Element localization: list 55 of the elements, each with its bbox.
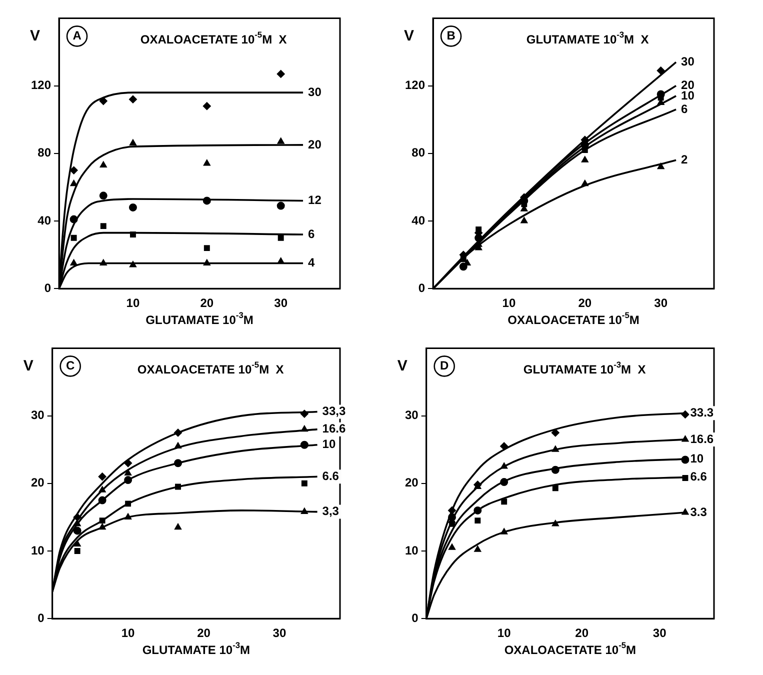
- y-tick-label: 80: [38, 146, 52, 160]
- series-label: 6.6: [322, 468, 340, 483]
- series-label: 2: [681, 152, 688, 166]
- annotation: D: [440, 358, 450, 373]
- series-label: 10: [681, 88, 695, 102]
- series-label: 12: [308, 193, 322, 208]
- series-label: 10: [690, 451, 704, 466]
- annotation: A: [72, 28, 82, 43]
- annotation: B: [446, 28, 456, 43]
- series-label: 33,3: [322, 404, 346, 418]
- y-tick-label: 0: [44, 280, 52, 295]
- x-tick-label: 10: [121, 626, 136, 640]
- y-tick-label: 10: [30, 543, 45, 558]
- x-tick-label: 30: [274, 296, 288, 310]
- y-tick-label: 30: [30, 408, 45, 422]
- series-label: 30: [308, 84, 322, 99]
- series-label: 6.6: [690, 470, 708, 484]
- y-tick-label: 20: [404, 476, 419, 490]
- series-label: 33.3: [690, 405, 714, 420]
- annotation: C: [66, 358, 76, 373]
- x-tick-label: 30: [272, 626, 286, 640]
- y-tick-label: 40: [412, 213, 426, 228]
- series-label: 3,3: [322, 504, 340, 518]
- series-label: 3.3: [690, 504, 708, 519]
- y-axis-title: V: [23, 357, 34, 374]
- y-tick-label: 0: [38, 610, 45, 625]
- series-label: 10: [322, 437, 336, 452]
- x-tick-label: 20: [200, 296, 214, 310]
- y-tick-label: 80: [412, 146, 426, 160]
- y-axis-title: V: [404, 27, 414, 44]
- series-label: 6: [681, 102, 688, 116]
- x-tick-label: 20: [578, 296, 592, 310]
- x-tick-label: 30: [652, 626, 667, 640]
- y-tick-label: 30: [404, 408, 419, 422]
- x-tick-label: 10: [497, 626, 512, 640]
- series-label: 4: [308, 256, 316, 270]
- y-tick-label: 120: [404, 78, 426, 92]
- series-label: 6: [308, 226, 316, 241]
- series-label: 20: [308, 137, 322, 152]
- x-tick-label: 10: [502, 296, 516, 310]
- y-tick-label: 40: [38, 213, 52, 228]
- y-tick-label: 20: [30, 476, 45, 490]
- y-axis-title: V: [30, 27, 40, 44]
- series-label: 30: [681, 54, 695, 68]
- x-tick-label: 10: [126, 296, 140, 310]
- y-tick-label: 10: [404, 543, 419, 558]
- x-tick-label: 20: [575, 626, 589, 640]
- x-tick-label: 20: [197, 626, 211, 640]
- y-axis-title: V: [397, 357, 408, 374]
- series-label: 16.6: [322, 422, 346, 436]
- series-label: 16.6: [690, 432, 714, 446]
- x-tick-label: 30: [654, 296, 668, 310]
- y-tick-label: 120: [30, 78, 52, 92]
- y-tick-label: 0: [412, 610, 419, 625]
- y-tick-label: 0: [418, 280, 426, 295]
